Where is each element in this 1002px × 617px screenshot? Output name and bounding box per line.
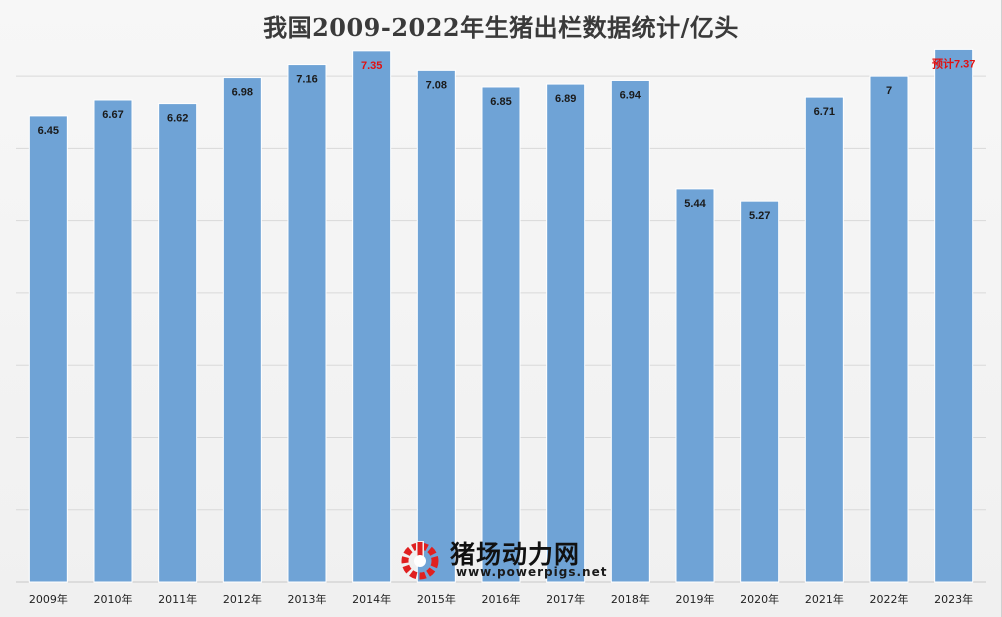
data-label-2023年: 预计7.37 <box>932 56 975 70</box>
bar-2020年 <box>740 200 780 583</box>
data-label-2014年: 7.35 <box>361 60 382 72</box>
bar-2009年 <box>28 115 68 583</box>
x-tick-label: 2013年 <box>288 592 327 606</box>
watermark: 猪场动力网 www.powerpigs.net <box>398 535 606 583</box>
data-label-2011年: 6.62 <box>167 113 188 125</box>
watermark-site-url: www.powerpigs.net <box>456 565 608 579</box>
bar-2014年 <box>352 50 392 583</box>
x-tick-label: 2023年 <box>934 592 973 606</box>
x-axis-ticks: 2009年 2010年 2011年 2012年 2013年 2014年 2015年 2016年… <box>29 592 973 606</box>
data-label-2020年: 5.27 <box>749 210 770 222</box>
bars <box>28 48 974 583</box>
x-tick-label: 2015年 <box>417 592 456 606</box>
data-label-2018年: 6.94 <box>620 89 642 101</box>
bar-2017年 <box>546 83 586 583</box>
x-tick-label: 2019年 <box>676 592 715 606</box>
data-label-2012年: 6.98 <box>232 87 253 99</box>
bar-2016年 <box>481 86 521 583</box>
data-label-2021年: 6.71 <box>814 106 835 118</box>
data-label-2019年: 5.44 <box>684 198 706 210</box>
power-logo-icon <box>401 541 439 580</box>
bar-2015年 <box>416 69 456 583</box>
bar-2012年 <box>222 77 262 583</box>
data-label-2009年: 6.45 <box>38 125 59 137</box>
bar-2019年 <box>675 188 715 583</box>
data-label-2022年: 7 <box>886 85 892 97</box>
x-tick-label: 2016年 <box>482 592 521 606</box>
bar-2021年 <box>804 96 844 583</box>
bar-2022年 <box>869 75 909 583</box>
data-label-2010年: 6.67 <box>102 109 123 121</box>
x-tick-label: 2011年 <box>158 592 197 606</box>
data-labels: 6.45 6.67 6.62 6.98 7.16 7.35 7.08 6.85 6.89 6.94… <box>38 56 976 222</box>
data-label-2017年: 6.89 <box>555 93 576 105</box>
bar-2018年 <box>610 79 650 583</box>
x-tick-label: 2017年 <box>546 592 585 606</box>
x-tick-label: 2022年 <box>870 592 909 606</box>
x-tick-label: 2012年 <box>223 592 262 606</box>
watermark-site-name: 猪场动力网 <box>450 540 581 569</box>
bar-2023年 <box>934 48 974 583</box>
data-label-2015年: 7.08 <box>426 79 447 91</box>
bar-2011年 <box>158 103 198 583</box>
x-tick-label: 2020年 <box>740 592 779 606</box>
data-label-2013年: 7.16 <box>296 74 317 86</box>
chart-title: 我国2009-2022年生猪出栏数据统计/亿头 <box>263 13 739 42</box>
data-label-2016年: 6.85 <box>490 96 511 108</box>
x-tick-label: 2009年 <box>29 592 68 606</box>
x-tick-label: 2010年 <box>94 592 133 606</box>
x-tick-label: 2021年 <box>805 592 844 606</box>
bar-2010年 <box>93 99 133 583</box>
x-tick-label: 2014年 <box>352 592 391 606</box>
x-tick-label: 2018年 <box>611 592 650 606</box>
bar-2013年 <box>287 64 327 583</box>
